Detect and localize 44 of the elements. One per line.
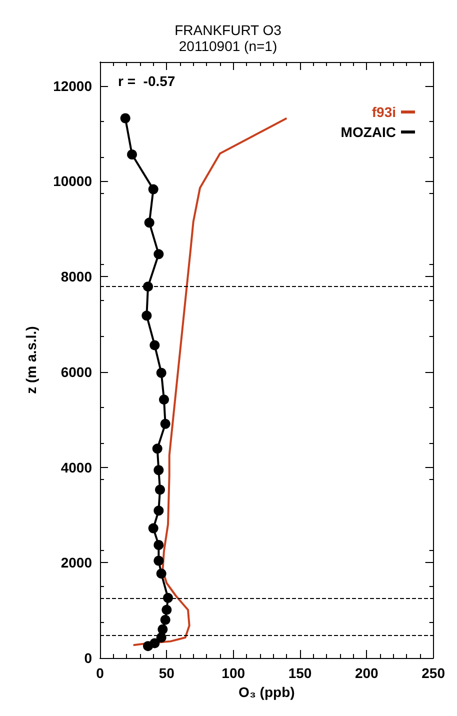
y-axis-title: z (m a.s.l.)	[23, 326, 39, 394]
y-tick-label: 10000	[53, 173, 92, 190]
point	[120, 113, 130, 124]
point	[162, 604, 172, 615]
x-tick-label: 250	[422, 665, 446, 681]
point	[154, 540, 164, 550]
y-tick-label: 6000	[60, 364, 92, 380]
y-tick-label: 8000	[60, 268, 92, 285]
point	[148, 184, 158, 194]
y-tick-label: 0	[84, 650, 92, 666]
point	[158, 624, 168, 634]
point	[155, 484, 165, 495]
point	[156, 368, 166, 378]
y-tick-label: 12000	[53, 78, 92, 94]
point	[150, 340, 160, 350]
chart-subtitle: 20110901 (n=1)	[178, 38, 278, 54]
point	[143, 282, 153, 292]
x-tick-label: 0	[96, 665, 104, 681]
point	[163, 592, 173, 603]
point	[154, 249, 164, 260]
point	[154, 465, 164, 476]
y-tick-label: 4000	[60, 459, 92, 476]
point	[160, 418, 170, 429]
point	[152, 444, 162, 454]
point	[160, 614, 170, 625]
annotation: r = -0.57	[118, 73, 176, 89]
point	[144, 218, 154, 228]
legend-label: MOZAIC	[340, 124, 396, 140]
x-axis-title: O₃ (ppb)	[238, 684, 295, 700]
point	[154, 506, 164, 516]
x-tick-label: 100	[222, 665, 246, 681]
point	[150, 638, 160, 648]
point	[156, 568, 166, 579]
x-tick-label: 200	[354, 665, 379, 681]
chart-title: FRANKFURT O3	[174, 22, 282, 38]
point	[148, 523, 158, 534]
point	[159, 394, 169, 405]
point	[127, 150, 137, 160]
point	[142, 310, 152, 321]
x-tick-label: 50	[158, 665, 175, 681]
legend-label: f93i	[372, 104, 396, 120]
y-tick-label: 2000	[60, 554, 92, 571]
point	[154, 556, 164, 566]
x-tick-label: 150	[288, 665, 312, 681]
